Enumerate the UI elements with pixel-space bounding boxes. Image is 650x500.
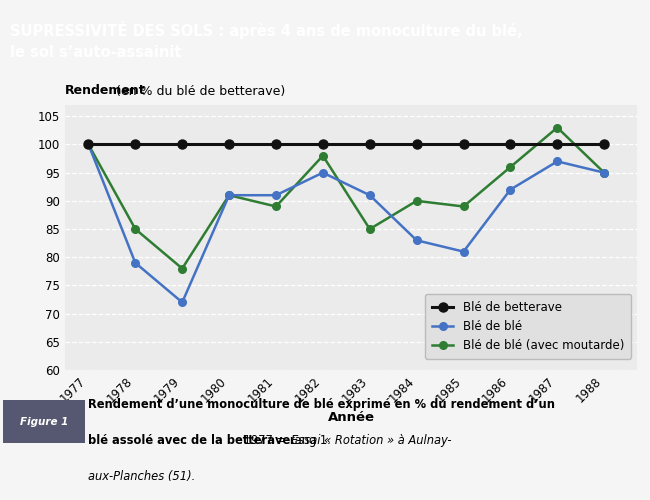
Text: Figure 1: Figure 1 [20,417,68,427]
Text: Rendement d’une monoculture de blé exprimé en % du rendement d’un: Rendement d’une monoculture de blé expri… [88,398,554,410]
Legend: Blé de betterave, Blé de blé, Blé de blé (avec moutarde): Blé de betterave, Blé de blé, Blé de blé… [425,294,631,359]
Text: 1977 = rang 1.: 1977 = rang 1. [240,434,335,447]
Text: blé assolé avec de la betterave.: blé assolé avec de la betterave. [88,434,294,447]
Text: aux-Planches (51).: aux-Planches (51). [88,470,195,484]
FancyBboxPatch shape [3,400,84,444]
X-axis label: Année: Année [328,411,374,424]
Text: Rendement: Rendement [65,84,146,98]
Text: Essai « Rotation » à Aulnay-: Essai « Rotation » à Aulnay- [291,434,452,447]
Text: SUPRESSIVITÉ DES SOLS : après 4 ans de monoculture du blé,
le sol s’auto-assaini: SUPRESSIVITÉ DES SOLS : après 4 ans de m… [10,22,523,60]
Text: (en % du blé de betterave): (en % du blé de betterave) [112,84,285,98]
